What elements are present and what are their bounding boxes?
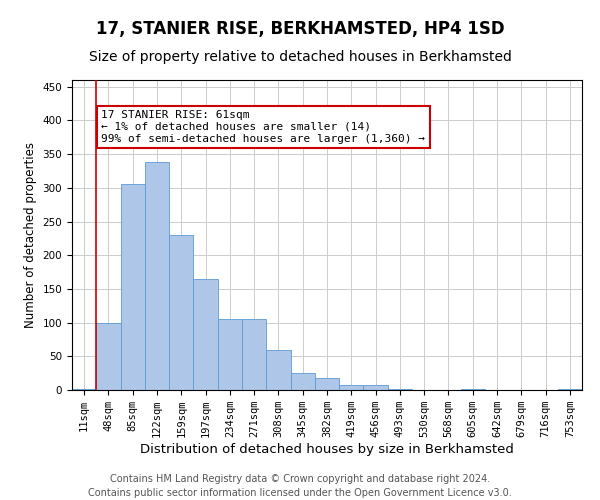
Bar [266, 350, 290, 390]
Bar [339, 386, 364, 390]
Text: 17, STANIER RISE, BERKHAMSTED, HP4 1SD: 17, STANIER RISE, BERKHAMSTED, HP4 1SD [95, 20, 505, 38]
Bar [169, 235, 193, 390]
Text: Size of property relative to detached houses in Berkhamsted: Size of property relative to detached ho… [89, 50, 511, 64]
Bar [242, 319, 266, 390]
Bar [388, 388, 412, 390]
Text: 17 STANIER RISE: 61sqm
← 1% of detached houses are smaller (14)
99% of semi-deta: 17 STANIER RISE: 61sqm ← 1% of detached … [101, 110, 425, 144]
Bar [193, 279, 218, 390]
Bar [290, 373, 315, 390]
Text: Contains HM Land Registry data © Crown copyright and database right 2024.
Contai: Contains HM Land Registry data © Crown c… [88, 474, 512, 498]
Bar [121, 184, 145, 390]
Bar [145, 162, 169, 390]
Y-axis label: Number of detached properties: Number of detached properties [24, 142, 37, 328]
X-axis label: Distribution of detached houses by size in Berkhamsted: Distribution of detached houses by size … [140, 443, 514, 456]
Bar [364, 386, 388, 390]
Bar [315, 378, 339, 390]
Bar [96, 322, 121, 390]
Bar [218, 319, 242, 390]
